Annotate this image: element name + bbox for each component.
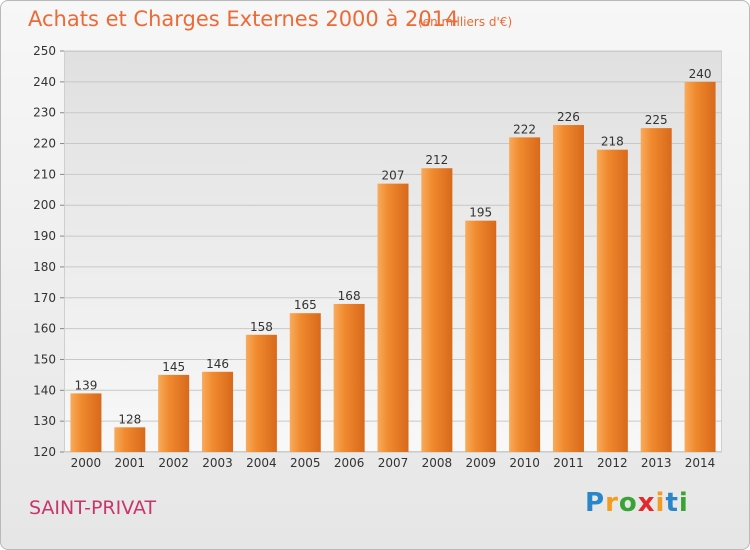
x-tick-label-2003: 2003 [202, 456, 233, 470]
logo-letter: r [605, 488, 619, 518]
bar-2008 [421, 168, 453, 452]
x-tick-label-2007: 2007 [378, 456, 409, 470]
bar-2005 [289, 313, 321, 452]
data-label-2014: 240 [689, 67, 712, 81]
x-tick-label-2006: 2006 [334, 456, 365, 470]
bar-2014 [684, 81, 716, 452]
y-tick-label: 230 [33, 106, 56, 120]
logo-letter: P [585, 488, 606, 518]
bar-2000 [70, 393, 102, 452]
y-tick-label: 210 [33, 167, 56, 181]
bar-2012 [596, 149, 628, 452]
y-tick-label: 130 [33, 414, 56, 428]
x-tick-label-2001: 2001 [115, 456, 146, 470]
x-tick-label-2011: 2011 [553, 456, 584, 470]
bar-2009 [465, 220, 497, 452]
bar-2003 [202, 371, 234, 452]
bar-2004 [245, 334, 277, 452]
x-tick-label-2004: 2004 [246, 456, 277, 470]
x-tick-label-2005: 2005 [290, 456, 321, 470]
logo-letter: i [655, 488, 666, 518]
bar-2013 [640, 128, 672, 452]
commune-name: SAINT-PRIVAT [29, 497, 157, 519]
chart-title: Achats et Charges Externes 2000 à 2014 [28, 7, 459, 31]
x-tick-label-2010: 2010 [509, 456, 540, 470]
y-tick-label: 180 [33, 260, 56, 274]
data-label-2000: 139 [74, 378, 97, 392]
logo-letter: t [665, 488, 679, 518]
x-tick-label-2000: 2000 [71, 456, 102, 470]
y-tick-label: 170 [33, 291, 56, 305]
data-label-2002: 145 [162, 360, 185, 374]
bar-2011 [552, 125, 584, 453]
logo-letter: o [618, 488, 638, 518]
x-tick-label-2002: 2002 [158, 456, 189, 470]
bar-2001 [114, 427, 146, 452]
y-tick-label: 240 [33, 75, 56, 89]
y-tick-label: 200 [33, 198, 56, 212]
y-tick-label: 220 [33, 137, 56, 151]
x-tick-label-2009: 2009 [465, 456, 496, 470]
y-tick-label: 250 [33, 44, 56, 58]
data-label-2011: 226 [557, 110, 580, 124]
bar-2006 [333, 303, 365, 452]
y-tick-label: 120 [33, 445, 56, 459]
y-tick-label: 190 [33, 229, 56, 243]
y-tick-label: 140 [33, 383, 56, 397]
data-label-2005: 165 [294, 298, 317, 312]
bar-2002 [158, 374, 190, 452]
data-label-2003: 146 [206, 357, 229, 371]
x-tick-label-2014: 2014 [685, 456, 716, 470]
logo-letter: i [678, 488, 689, 518]
bar-2010 [509, 137, 541, 452]
data-label-2012: 218 [601, 135, 624, 149]
y-tick-label: 160 [33, 322, 56, 336]
data-label-2001: 128 [118, 412, 141, 426]
x-tick-label-2013: 2013 [641, 456, 672, 470]
data-label-2009: 195 [469, 206, 492, 220]
logo-letter: x [637, 488, 656, 518]
chart-subtitle: (en milliers d'€) [418, 15, 513, 29]
x-tick-label-2008: 2008 [422, 456, 453, 470]
data-label-2007: 207 [382, 169, 405, 183]
data-label-2013: 225 [645, 113, 668, 127]
data-label-2006: 168 [338, 289, 361, 303]
data-label-2008: 212 [425, 153, 448, 167]
bar-2007 [377, 183, 409, 452]
proxiti-logo: Proxiti [585, 488, 689, 518]
data-label-2004: 158 [250, 320, 273, 334]
data-label-2010: 222 [513, 122, 536, 136]
x-tick-label-2012: 2012 [597, 456, 628, 470]
y-tick-label: 150 [33, 352, 56, 366]
